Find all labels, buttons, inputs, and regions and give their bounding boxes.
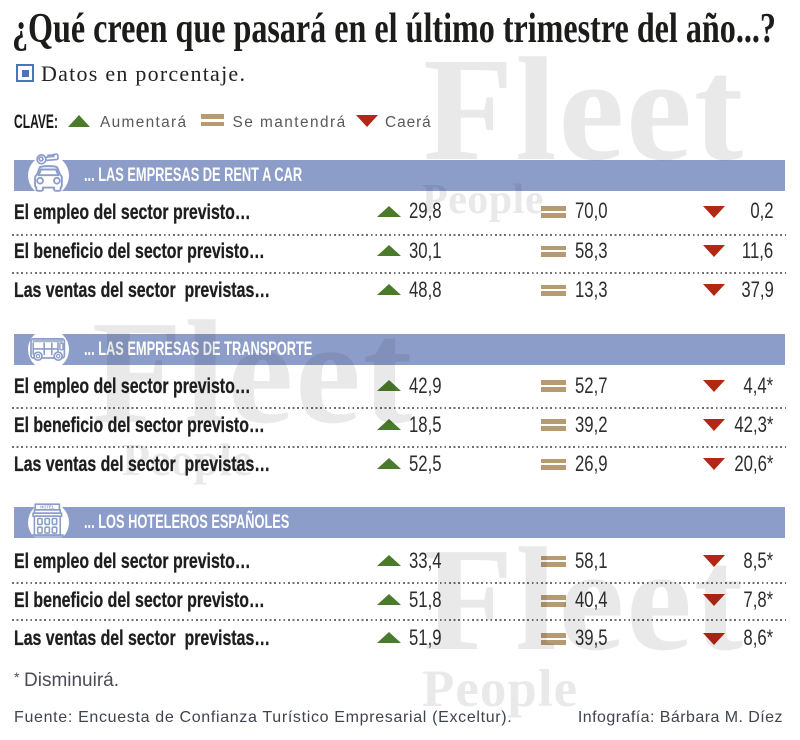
svg-text:HOTEL: HOTEL [40, 505, 55, 510]
